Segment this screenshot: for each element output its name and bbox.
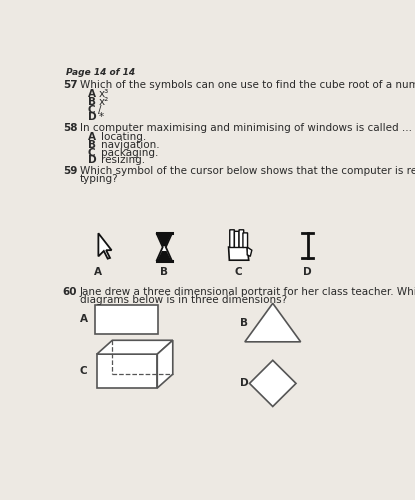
Polygon shape (97, 340, 173, 354)
Text: 59: 59 (63, 166, 77, 176)
FancyBboxPatch shape (230, 230, 234, 248)
Bar (95, 305, 158, 334)
Text: B: B (160, 267, 168, 277)
Polygon shape (229, 247, 249, 260)
FancyBboxPatch shape (234, 232, 239, 248)
Bar (97, 354, 157, 388)
Text: x²: x² (98, 97, 109, 107)
Text: D: D (303, 267, 312, 277)
Text: locating.: locating. (102, 132, 147, 142)
Text: B: B (240, 318, 248, 328)
Text: C: C (88, 104, 95, 115)
Polygon shape (157, 234, 171, 246)
Text: C: C (234, 267, 242, 277)
Polygon shape (157, 251, 171, 260)
Polygon shape (157, 340, 173, 388)
Text: 60: 60 (63, 287, 77, 297)
Text: A: A (80, 314, 88, 324)
Text: *: * (98, 112, 103, 122)
Text: x³: x³ (98, 90, 109, 100)
Text: In computer maximising and minimising of windows is called ...: In computer maximising and minimising of… (80, 123, 412, 133)
Text: C: C (80, 366, 88, 376)
Polygon shape (156, 233, 172, 261)
Polygon shape (245, 304, 300, 342)
Text: B: B (88, 97, 95, 107)
Polygon shape (249, 360, 296, 406)
Text: A: A (88, 132, 95, 142)
Text: A: A (94, 267, 103, 277)
Text: Page 14 of 14: Page 14 of 14 (66, 68, 135, 78)
Text: diagrams below is in three dimensions?: diagrams below is in three dimensions? (80, 295, 287, 305)
Text: resizing.: resizing. (102, 156, 146, 166)
Text: packaging.: packaging. (102, 148, 159, 158)
Text: Jane drew a three dimensional portrait for her class teacher. Which of these: Jane drew a three dimensional portrait f… (80, 287, 415, 297)
Text: D: D (88, 156, 96, 166)
Text: D: D (88, 112, 96, 122)
Text: B: B (88, 140, 95, 150)
Text: navigation.: navigation. (102, 140, 160, 150)
Text: D: D (240, 378, 249, 388)
Text: Which symbol of the cursor below shows that the computer is ready to start: Which symbol of the cursor below shows t… (80, 166, 415, 176)
FancyBboxPatch shape (243, 233, 248, 248)
Polygon shape (98, 233, 112, 258)
Text: Which of the symbols can one use to find the cube root of a number?: Which of the symbols can one use to find… (80, 80, 415, 90)
Text: 58: 58 (63, 123, 77, 133)
FancyBboxPatch shape (239, 230, 244, 248)
Text: 57: 57 (63, 80, 77, 90)
Text: C: C (88, 148, 95, 158)
Text: /: / (98, 104, 102, 115)
Text: A: A (88, 90, 95, 100)
Text: typing?: typing? (80, 174, 118, 184)
Polygon shape (247, 247, 252, 256)
